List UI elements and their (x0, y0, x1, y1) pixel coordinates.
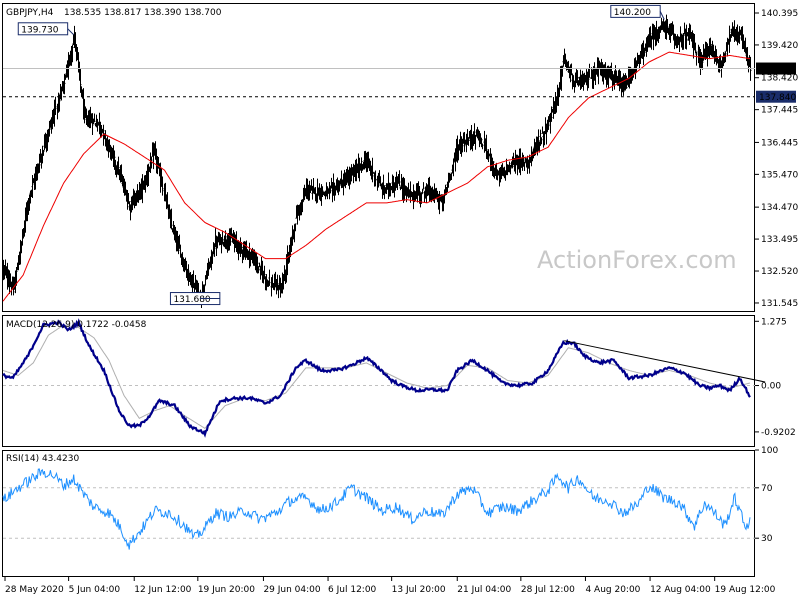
x-tick-label: 4 Aug 20:00 (585, 585, 640, 595)
y-tick-label: 139.420 (761, 41, 798, 51)
macd-panel: 1.275 0.00 -0.9202 (2, 315, 796, 447)
y-tick-label: 133.495 (761, 235, 798, 245)
y-tick-label: 138.420 (761, 74, 798, 84)
watermark: ActionForex.com (537, 246, 737, 274)
macd-title: MACD(12,26,9) 0.1722 -0.0458 (6, 320, 147, 330)
x-tick-label: 28 Jul 12:00 (521, 585, 575, 595)
y-tick-label: 135.470 (761, 170, 798, 180)
y-tick-label: 30 (761, 534, 773, 544)
y-tick-label: 0.00 (761, 382, 781, 392)
rsi-panel: 100 70 30 (2, 446, 778, 577)
x-tick-label: 21 Jul 04:00 (457, 585, 511, 595)
price-annotation: 139.730 (21, 25, 58, 35)
chart-title: GBPJPY,H4 (6, 8, 54, 18)
x-tick-label: 19 Jun 20:00 (198, 585, 255, 595)
x-tick-label: 12 Jun 12:00 (134, 585, 191, 595)
y-tick-label: 131.545 (761, 299, 798, 309)
y-tick-label: 136.445 (761, 138, 798, 148)
x-tick-label: 6 Jul 12:00 (328, 585, 377, 595)
macd-line (2, 318, 751, 438)
x-tick-label: 29 Jun 04:00 (263, 585, 320, 595)
y-tick-label: 137.445 (761, 106, 798, 116)
x-tick-label: 5 Jun 04:00 (69, 585, 121, 595)
panel-frame (2, 450, 755, 577)
rsi-line (2, 468, 751, 550)
panel-frame (2, 315, 755, 447)
panel-frame (2, 3, 755, 312)
y-tick-label: -0.9202 (761, 428, 796, 438)
current-price-box (756, 62, 796, 75)
time-axis: 28 May 2020 5 Jun 04:00 12 Jun 12:00 19 Jun… (4, 576, 776, 595)
current-price-label: 138.700 (759, 65, 796, 75)
y-tick-label: 132.520 (761, 267, 798, 277)
moving-average-line (2, 51, 751, 302)
price-panel: 140.395 139.420 138.420 137.445 136.445 135.4… (2, 3, 798, 312)
x-tick-label: 19 Aug 12:00 (715, 585, 776, 595)
x-tick-label: 12 Aug 04:00 (650, 585, 711, 595)
y-tick-label: 140.395 (761, 9, 798, 19)
x-tick-label: 28 May 2020 (5, 585, 64, 595)
y-tick-label: 1.275 (761, 317, 787, 327)
y-tick-label: 134.470 (761, 203, 798, 213)
price-annotation: 140.200 (614, 8, 651, 18)
x-tick-label: 13 Jul 20:00 (392, 585, 446, 595)
y-tick-label: 100 (761, 446, 778, 456)
level-box (756, 90, 796, 103)
price-annotation: 131.680 (173, 295, 210, 305)
price-annotation-leader (67, 28, 75, 36)
ohlc-readout: 138.535 138.817 138.390 138.700 (64, 8, 222, 18)
macd-trendline (564, 340, 766, 383)
y-tick-label: 70 (761, 484, 773, 494)
price-annotation-box (169, 292, 221, 306)
rsi-title: RSI(14) 43.4230 (6, 454, 79, 464)
level-label: 137.840 (759, 93, 796, 103)
price-annotation-leader (659, 11, 665, 20)
